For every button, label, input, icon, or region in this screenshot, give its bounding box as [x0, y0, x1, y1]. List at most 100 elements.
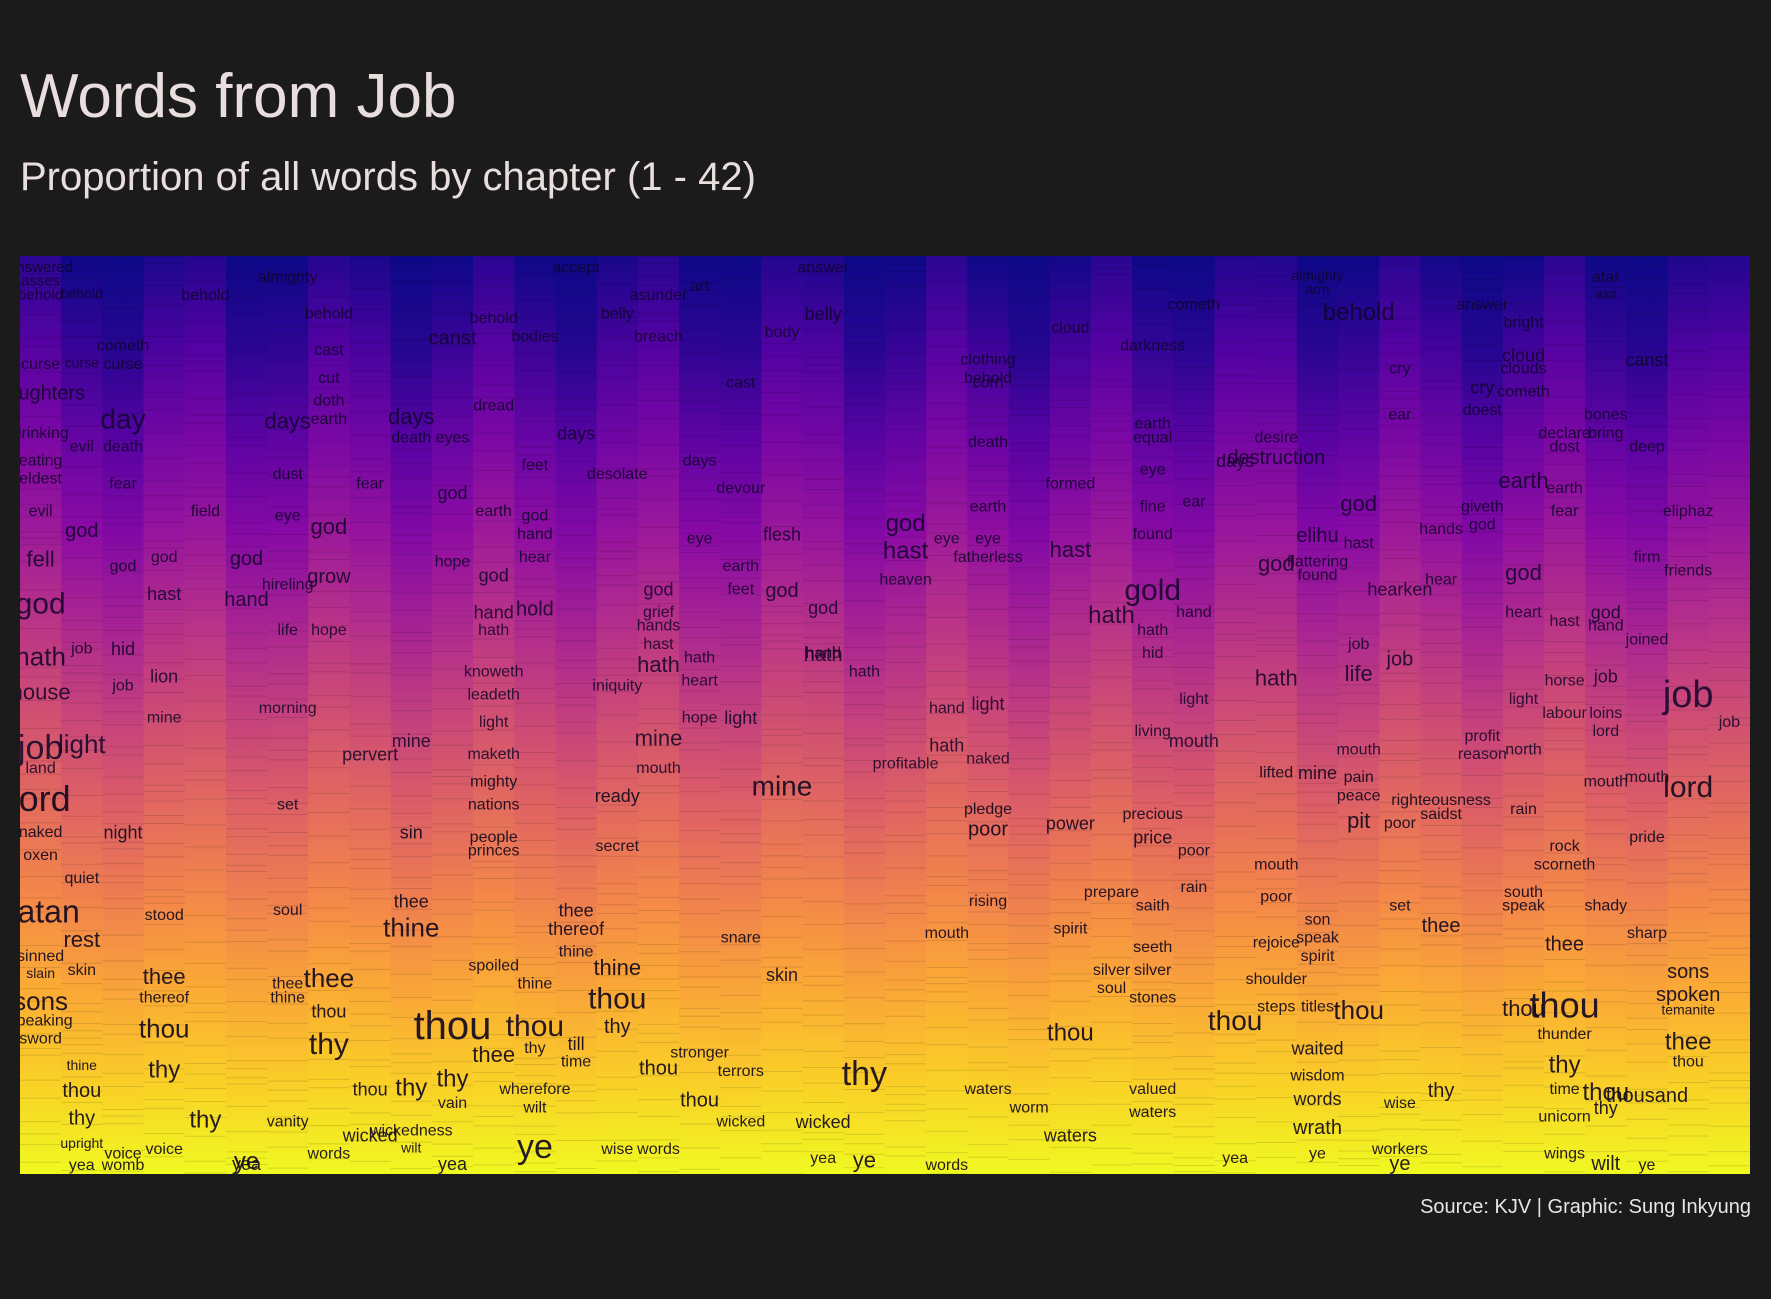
word-label: soul	[273, 902, 302, 919]
word-label: ye	[1309, 1146, 1326, 1163]
word-label: job	[20, 729, 63, 767]
word-label: hath	[1255, 666, 1298, 691]
word-label: days	[683, 452, 717, 469]
word-label: feet	[727, 581, 754, 598]
word-label: skin	[68, 962, 96, 979]
chapter-column-23	[926, 256, 968, 1174]
word-label: almighty	[258, 269, 318, 286]
word-label: answer	[797, 260, 849, 277]
chapter-column-2	[61, 256, 103, 1174]
word-label: thou	[353, 1080, 388, 1100]
word-label: thy	[1428, 1080, 1455, 1102]
word-label: death	[968, 434, 1008, 451]
word-label: words	[307, 1146, 351, 1163]
word-label: skin	[766, 965, 798, 985]
word-label: horse	[1545, 673, 1585, 690]
word-label: iniquity	[592, 677, 642, 694]
chapter-column-28	[1132, 256, 1174, 1174]
word-label: hand	[1588, 618, 1624, 635]
word-label: body	[765, 324, 800, 341]
word-label: hope	[435, 553, 471, 570]
word-label: hath	[478, 622, 509, 639]
word-label: stronger	[670, 1045, 729, 1062]
word-label: equal	[1133, 429, 1172, 446]
chapter-column-16	[637, 256, 680, 1174]
word-label: pervert	[342, 745, 398, 765]
word-label: lord	[20, 778, 71, 819]
word-label: rejoice	[1253, 934, 1300, 951]
word-label: god	[110, 558, 137, 575]
word-label: day	[100, 404, 145, 435]
word-label: thy	[842, 1055, 887, 1093]
word-label: snare	[721, 930, 761, 947]
word-label: poor	[1260, 888, 1293, 905]
word-label: loins	[1589, 705, 1622, 722]
word-label: hand	[929, 700, 965, 717]
word-label: god	[765, 580, 798, 602]
word-label: quiet	[64, 870, 99, 887]
word-label: god	[886, 510, 926, 537]
chapter-column-14	[555, 256, 598, 1174]
chapter-column-15	[596, 256, 639, 1174]
word-label: thou	[414, 1004, 492, 1048]
word-label: thou	[639, 1057, 678, 1079]
word-label: princes	[468, 843, 520, 860]
chapter-column-13	[514, 256, 557, 1174]
word-label: worm	[1009, 1100, 1049, 1117]
chapter-column-12	[473, 256, 515, 1174]
word-label: belly	[805, 304, 842, 324]
word-label: yea	[1222, 1150, 1248, 1167]
word-label: rising	[969, 893, 1007, 910]
word-label: hope	[682, 709, 718, 726]
word-label: thine	[383, 913, 439, 943]
word-label: power	[1046, 814, 1095, 834]
word-label: job	[1593, 667, 1618, 687]
word-label: cloud	[1502, 345, 1545, 365]
word-label: days	[264, 409, 310, 434]
word-label: wise	[600, 1141, 633, 1158]
word-label: temanite	[1661, 1002, 1715, 1018]
word-label: ass	[1595, 286, 1617, 302]
word-label: nations	[468, 797, 520, 814]
word-label: thee	[1422, 915, 1461, 937]
word-label: god	[1505, 560, 1542, 585]
word-label: god	[1340, 491, 1377, 516]
word-label: god	[437, 483, 467, 503]
word-label: eye	[275, 508, 301, 525]
word-label: thou	[506, 1010, 564, 1043]
word-label: rain	[1510, 801, 1537, 818]
word-label: thou	[1208, 1005, 1263, 1036]
word-label: rain	[1181, 879, 1208, 896]
word-label: lord	[1592, 723, 1619, 740]
word-label: reason	[1458, 746, 1507, 763]
word-label: god	[1258, 551, 1295, 576]
word-label: hast	[1050, 537, 1092, 562]
chapter-column-31	[1255, 256, 1298, 1174]
word-label: wrath	[1292, 1117, 1342, 1139]
word-label: life	[277, 622, 298, 639]
word-label: god	[643, 579, 673, 599]
word-label: thou	[62, 1080, 101, 1102]
chapter-column-36	[1461, 256, 1504, 1174]
word-label: thy	[524, 1040, 545, 1057]
word-label: sons	[1667, 961, 1709, 983]
chart-title: Words from Job	[20, 62, 457, 131]
chapter-column-1	[20, 256, 62, 1174]
word-label: asunder	[630, 287, 688, 304]
word-label: profit	[1465, 728, 1501, 745]
word-label: steps	[1257, 999, 1295, 1016]
word-label: sharp	[1627, 925, 1667, 942]
chapter-column-19	[761, 256, 804, 1174]
chapter-column-30	[1214, 256, 1257, 1174]
chapter-column-26	[1049, 256, 1092, 1174]
word-label: job	[111, 677, 133, 694]
chapter-column-37	[1502, 256, 1545, 1174]
word-label: cut	[318, 370, 340, 387]
word-label: living	[1134, 723, 1170, 740]
word-label: arm	[1305, 281, 1329, 297]
word-label: thou	[1333, 995, 1384, 1025]
word-label: corn	[972, 374, 1003, 391]
word-label: thine	[518, 976, 553, 993]
chapter-column-34	[1379, 256, 1422, 1174]
